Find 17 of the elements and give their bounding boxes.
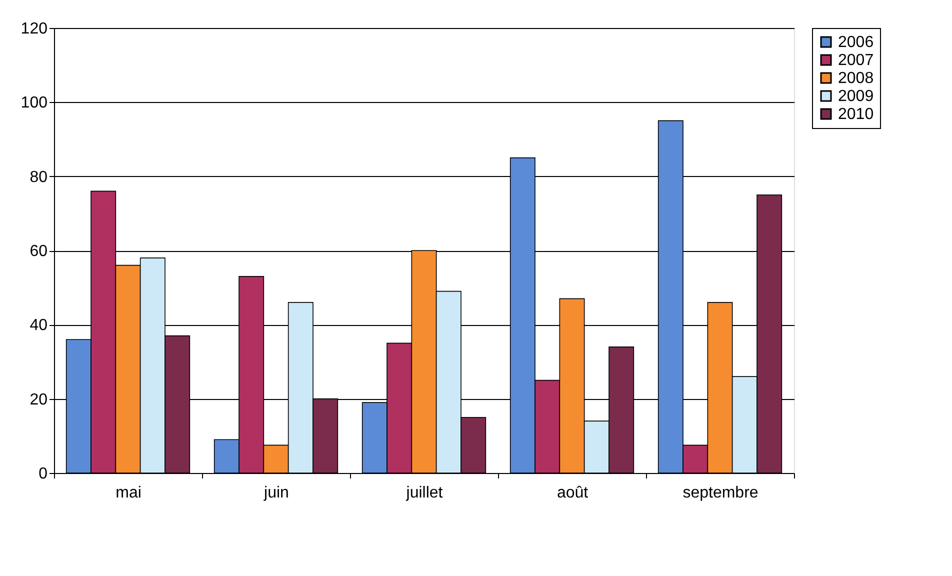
legend-label: 2010 (838, 106, 874, 123)
x-tick-label: juillet (405, 484, 444, 502)
y-tick-label: 120 (20, 20, 48, 38)
y-tick-label: 0 (38, 466, 48, 482)
y-tick-label: 40 (30, 317, 48, 334)
y-tick-label: 60 (30, 243, 48, 260)
y-tick-label: 20 (30, 391, 48, 408)
x-tick-label: juin (263, 484, 289, 502)
x-tick-label: septembre (682, 484, 758, 502)
legend-label: 2008 (838, 70, 874, 87)
legend-label: 2006 (838, 34, 874, 51)
x-tick-label: août (556, 484, 589, 502)
legend-label: 2009 (838, 88, 874, 105)
y-tick-label: 80 (30, 168, 48, 186)
x-tick-label: mai (116, 484, 142, 502)
legend-label: 2007 (838, 52, 874, 69)
y-tick-label: 100 (20, 94, 48, 112)
